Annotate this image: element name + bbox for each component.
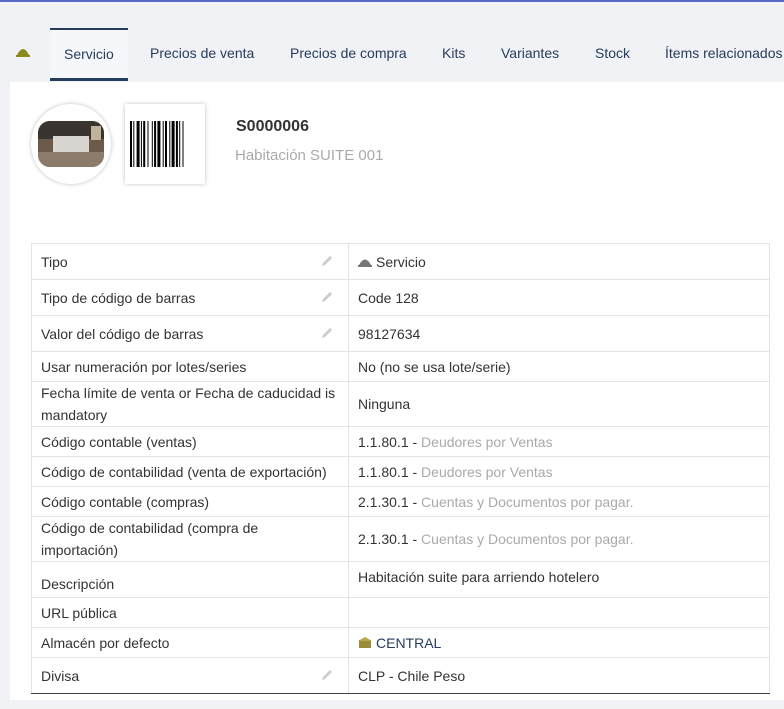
label-text: Divisa <box>41 667 80 684</box>
table-row: Tipo Servicio <box>31 243 770 280</box>
row-value: 98127634 <box>348 315 770 352</box>
service-icon <box>358 259 372 267</box>
value-text: 2.1.30.1 - <box>358 531 418 547</box>
table-row: Divisa CLP - Chile Peso <box>31 657 770 694</box>
value-text: Servicio <box>376 253 426 270</box>
tab[interactable]: Ítems relacionados <box>665 45 783 61</box>
pencil-icon[interactable] <box>320 668 334 680</box>
tab[interactable]: Stock <box>595 45 631 61</box>
account-label: Cuentas y Documentos por pagar. <box>421 531 634 547</box>
label-text: Código contable (compras) <box>41 493 210 510</box>
tab[interactable]: Variantes <box>501 45 560 61</box>
label-text: Almacén por defecto <box>41 634 170 651</box>
table-row: Código de contabilidad (venta de exporta… <box>31 456 770 487</box>
row-label: Descripción <box>31 561 349 598</box>
row-label: Código contable (ventas) <box>31 426 349 457</box>
photo-image <box>38 121 104 167</box>
label-text: URL pública <box>41 604 117 621</box>
tab[interactable]: Precios de compra <box>290 45 407 61</box>
table-row: Fecha límite de venta or Fecha de caduci… <box>31 381 770 427</box>
value-link[interactable]: CENTRAL <box>376 634 442 651</box>
row-label: Código de contabilidad (compra de import… <box>31 516 349 562</box>
row-label: Tipo <box>31 243 349 280</box>
value-text: Habitación suite para arriendo hotelero <box>358 569 600 585</box>
row-value: Servicio <box>348 243 770 280</box>
product-table: Tipo Servicio Tipo de código de barras Code… <box>31 243 770 694</box>
barcode-image <box>130 121 184 167</box>
pencil-icon[interactable] <box>320 290 334 302</box>
row-value: 1.1.80.1 - Deudores por Ventas <box>348 456 770 487</box>
row-label: Usar numeración por lotes/series <box>31 351 349 382</box>
label-text: Valor del código de barras <box>41 325 204 342</box>
warehouse-icon <box>358 636 372 648</box>
table-row: Descripción Habitación suite para arriend… <box>31 561 770 598</box>
row-value: No (no se usa lote/serie) <box>348 351 770 382</box>
label-text: Descripción <box>41 576 115 592</box>
row-label: Código contable (compras) <box>31 486 349 517</box>
row-label: Almacén por defecto <box>31 627 349 658</box>
row-label: Valor del código de barras <box>31 315 349 352</box>
service-icon <box>16 49 30 57</box>
label-text: Código contable (ventas) <box>41 433 197 450</box>
row-label: URL pública <box>31 597 349 628</box>
label-text: Código de contabilidad (compra de import… <box>41 520 259 558</box>
value-text: Code 128 <box>358 289 419 306</box>
value-text: 1.1.80.1 - <box>358 463 418 480</box>
row-value: CENTRAL <box>348 627 770 658</box>
label-text: Tipo de código de barras <box>41 289 196 306</box>
table-row: Código contable (ventas) 1.1.80.1 - Deudo… <box>31 426 770 457</box>
label-text: Tipo <box>41 253 68 270</box>
row-label: Código de contabilidad (venta de exporta… <box>31 456 349 487</box>
pencil-icon[interactable] <box>320 326 334 338</box>
table-row: Código contable (compras) 2.1.30.1 - Cuen… <box>31 486 770 517</box>
row-value: 2.1.30.1 - Cuentas y Documentos por paga… <box>348 516 770 562</box>
barcode <box>125 104 205 184</box>
account-label: Deudores por Ventas <box>421 463 553 480</box>
row-value: Habitación suite para arriendo hotelero <box>348 561 770 598</box>
row-label: Fecha límite de venta or Fecha de caduci… <box>31 381 349 427</box>
table-row: Valor del código de barras 98127634 <box>31 315 770 352</box>
table-row: Tipo de código de barras Code 128 <box>31 279 770 316</box>
table-row: Usar numeración por lotes/series No (no s… <box>31 351 770 382</box>
value-text: CLP - Chile Peso <box>358 667 466 684</box>
row-value: 2.1.30.1 - Cuentas y Documentos por paga… <box>348 486 770 517</box>
row-label: Tipo de código de barras <box>31 279 349 316</box>
product-card: S0000006 Habitación SUITE 001 Tipo Servic… <box>10 82 784 700</box>
value-text: 1.1.80.1 - <box>358 433 418 450</box>
tab-bar: Servicio Precios de venta Precios de compr… <box>0 28 784 81</box>
row-value <box>348 597 770 628</box>
product-photo <box>31 104 111 184</box>
table-row: Código de contabilidad (compra de import… <box>31 516 770 562</box>
table-row: URL pública <box>31 597 770 628</box>
pencil-icon[interactable] <box>320 254 334 266</box>
row-value: 1.1.80.1 - Deudores por Ventas <box>348 426 770 457</box>
row-value: Code 128 <box>348 279 770 316</box>
product-ref: S0000006 <box>236 118 309 135</box>
label-text: Fecha límite de venta or Fecha de caduci… <box>41 385 336 423</box>
label-text: Código de contabilidad (venta de exporta… <box>41 463 327 480</box>
value-text: 98127634 <box>358 325 421 342</box>
tab[interactable]: Kits <box>442 45 466 61</box>
tab[interactable]: Servicio <box>50 28 128 81</box>
label-text: Usar numeración por lotes/series <box>41 358 247 375</box>
value-text: 2.1.30.1 - <box>358 493 418 510</box>
row-value: CLP - Chile Peso <box>348 657 770 694</box>
value-text: No (no se usa lote/serie) <box>358 358 511 375</box>
tab[interactable]: Precios de venta <box>150 45 255 61</box>
table-row: Almacén por defecto CENTRAL <box>31 627 770 658</box>
value-text: Ninguna <box>358 396 411 412</box>
account-label: Deudores por Ventas <box>421 433 553 450</box>
product-label: Habitación SUITE 001 <box>235 147 384 164</box>
row-label: Divisa <box>31 657 349 694</box>
row-value: Ninguna <box>348 381 770 427</box>
account-label: Cuentas y Documentos por pagar. <box>421 493 634 510</box>
